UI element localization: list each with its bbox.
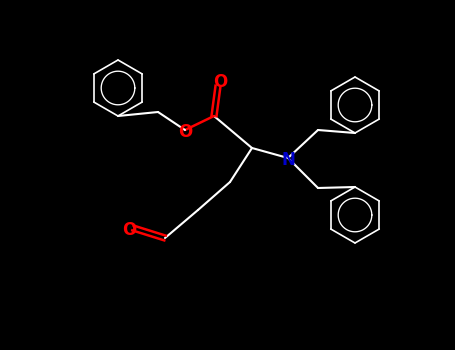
Text: O: O bbox=[122, 221, 136, 239]
Text: O: O bbox=[213, 73, 227, 91]
Text: O: O bbox=[178, 123, 192, 141]
Text: N: N bbox=[281, 151, 295, 169]
